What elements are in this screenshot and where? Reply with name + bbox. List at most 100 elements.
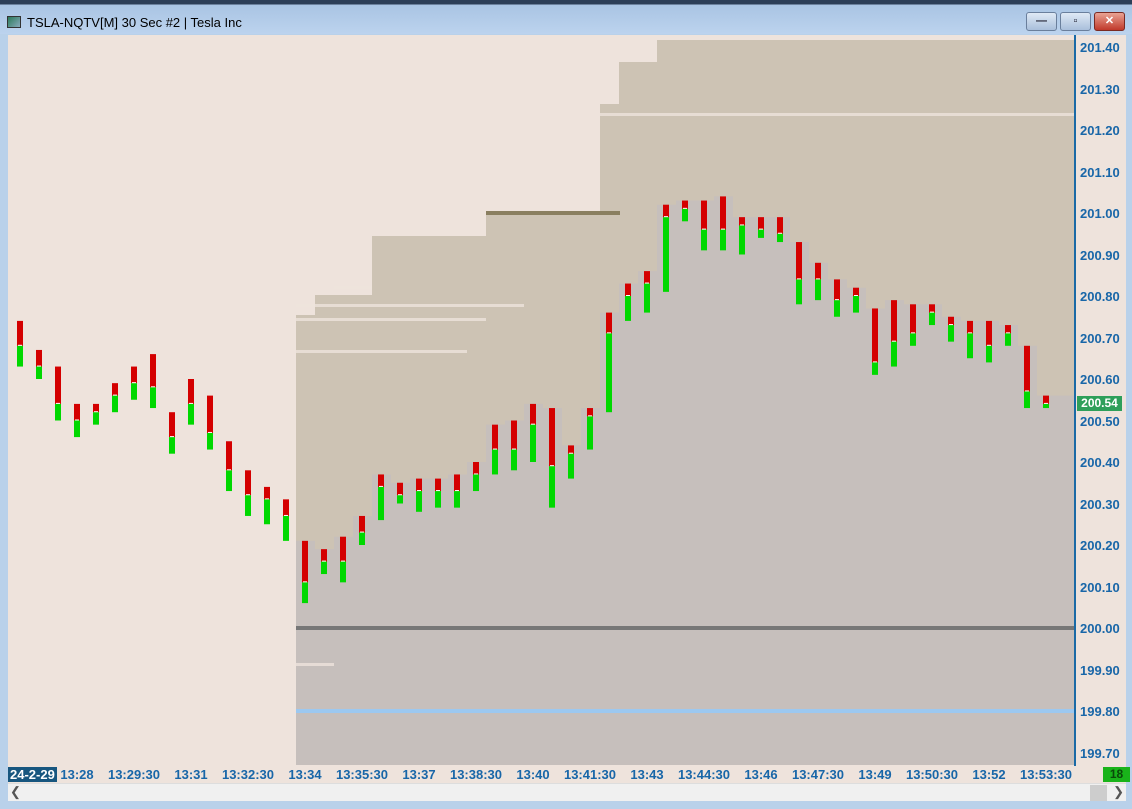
price-level-line xyxy=(296,626,1074,630)
bar-buy-volume xyxy=(131,383,137,400)
bar-close-tick xyxy=(474,473,478,475)
bar-close-tick xyxy=(569,452,573,454)
bar-close-tick xyxy=(721,228,725,230)
bar-close-tick xyxy=(588,415,592,417)
bar-close-tick xyxy=(816,278,820,280)
bar-buy-volume xyxy=(473,474,479,492)
bar-sell-volume xyxy=(986,320,992,346)
bar-buy-volume xyxy=(359,532,365,545)
profile-gap xyxy=(296,318,486,321)
bar-sell-volume xyxy=(929,304,935,313)
current-price-label: 200.54 xyxy=(1077,396,1122,411)
horizontal-scrollbar[interactable]: ❮ ❯ xyxy=(8,783,1126,801)
bar-sell-volume xyxy=(1024,345,1030,392)
bar-sell-volume xyxy=(17,320,23,346)
time-label: 13:40 xyxy=(516,767,550,782)
bar-sell-volume xyxy=(55,366,61,404)
bar-sell-volume xyxy=(701,200,707,230)
price-label: 200.20 xyxy=(1080,538,1120,553)
bar-close-tick xyxy=(265,498,269,500)
bar-buy-volume xyxy=(112,395,118,413)
bar-close-tick xyxy=(75,419,79,421)
bar-close-tick xyxy=(1006,332,1010,334)
time-label: 13:46 xyxy=(744,767,778,782)
date-badge: 24-2-29 xyxy=(8,767,57,782)
bar-close-tick xyxy=(512,448,516,450)
bar-close-tick xyxy=(702,228,706,230)
bar-sell-volume xyxy=(511,420,517,450)
scroll-left-icon[interactable]: ❮ xyxy=(10,784,21,799)
profile-gap xyxy=(296,350,467,353)
bar-sell-volume xyxy=(606,312,612,334)
profile-gap xyxy=(600,113,1074,116)
bar-sell-volume xyxy=(283,499,289,516)
bar-sell-volume xyxy=(416,478,422,492)
profile-gap xyxy=(334,286,372,289)
bar-sell-volume xyxy=(834,279,840,301)
bar-buy-volume xyxy=(796,279,802,305)
bar-buy-volume xyxy=(226,470,232,492)
bar-buy-volume xyxy=(55,403,61,421)
bar-sell-volume xyxy=(321,549,327,562)
bar-close-tick xyxy=(246,494,250,496)
bar-close-tick xyxy=(607,332,611,334)
bar-close-tick xyxy=(645,282,649,284)
bar-buy-volume xyxy=(625,296,631,321)
price-label: 200.80 xyxy=(1080,289,1120,304)
bar-sell-volume xyxy=(872,308,878,363)
bar-sell-volume xyxy=(169,412,175,438)
scroll-thumb[interactable] xyxy=(1090,785,1107,801)
bar-close-tick xyxy=(835,299,839,301)
bar-sell-volume xyxy=(682,200,688,209)
bar-sell-volume xyxy=(625,283,631,296)
price-label: 200.90 xyxy=(1080,247,1120,263)
bar-close-tick xyxy=(341,560,345,562)
bar-buy-volume xyxy=(264,499,270,525)
bar-buy-volume xyxy=(644,283,650,313)
bar-buy-volume xyxy=(1005,333,1011,346)
bar-close-tick xyxy=(759,228,763,230)
time-axis[interactable]: 24-2-29 13:28 13:29:30 13:31 13:32:30 13:34 1… xyxy=(8,766,1130,783)
bar-buy-volume xyxy=(1043,403,1049,409)
bar-sell-volume xyxy=(435,478,441,492)
price-label: 199.90 xyxy=(1080,662,1120,678)
bar-close-tick xyxy=(189,402,193,404)
price-label: 201.10 xyxy=(1080,164,1120,180)
scroll-right-icon[interactable]: ❯ xyxy=(1113,784,1124,799)
time-label: 13:44:30 xyxy=(677,767,731,782)
time-label: 13:35:30 xyxy=(335,767,389,782)
price-label: 201.40 xyxy=(1080,40,1120,55)
close-button[interactable]: ✕ xyxy=(1094,12,1125,31)
bar-close-tick xyxy=(911,332,915,334)
bar-buy-volume xyxy=(378,486,384,521)
time-label: 13:53:30 xyxy=(1019,767,1073,782)
price-level-line xyxy=(296,709,1074,713)
bar-buy-volume xyxy=(1024,391,1030,409)
bar-sell-volume xyxy=(891,300,897,342)
bar-buy-volume xyxy=(340,561,346,583)
minimize-button[interactable]: — xyxy=(1026,12,1057,31)
bar-close-tick xyxy=(322,560,326,562)
bar-close-tick xyxy=(227,469,231,471)
bar-close-tick xyxy=(626,295,630,296)
bar-sell-volume xyxy=(93,403,99,413)
price-axis-line xyxy=(1074,35,1076,766)
time-label: 13:31 xyxy=(174,767,208,782)
bar-close-tick xyxy=(930,311,934,313)
price-label: 199.80 xyxy=(1080,704,1120,719)
bar-buy-volume xyxy=(663,217,669,292)
bar-close-tick xyxy=(132,382,136,384)
bar-close-tick xyxy=(417,490,421,492)
price-label: 200.50 xyxy=(1080,413,1120,429)
bar-sell-volume xyxy=(853,287,859,296)
maximize-button[interactable]: ▫ xyxy=(1060,12,1091,31)
time-label: 13:38:30 xyxy=(449,767,503,782)
bar-buy-volume xyxy=(720,229,726,251)
bar-sell-volume xyxy=(245,470,251,496)
time-label: 13:29:30 xyxy=(107,767,161,782)
bar-buy-volume xyxy=(397,495,403,504)
time-label: 13:43 xyxy=(630,767,664,782)
time-label: 13:47:30 xyxy=(791,767,845,782)
bar-buy-volume xyxy=(188,403,194,425)
